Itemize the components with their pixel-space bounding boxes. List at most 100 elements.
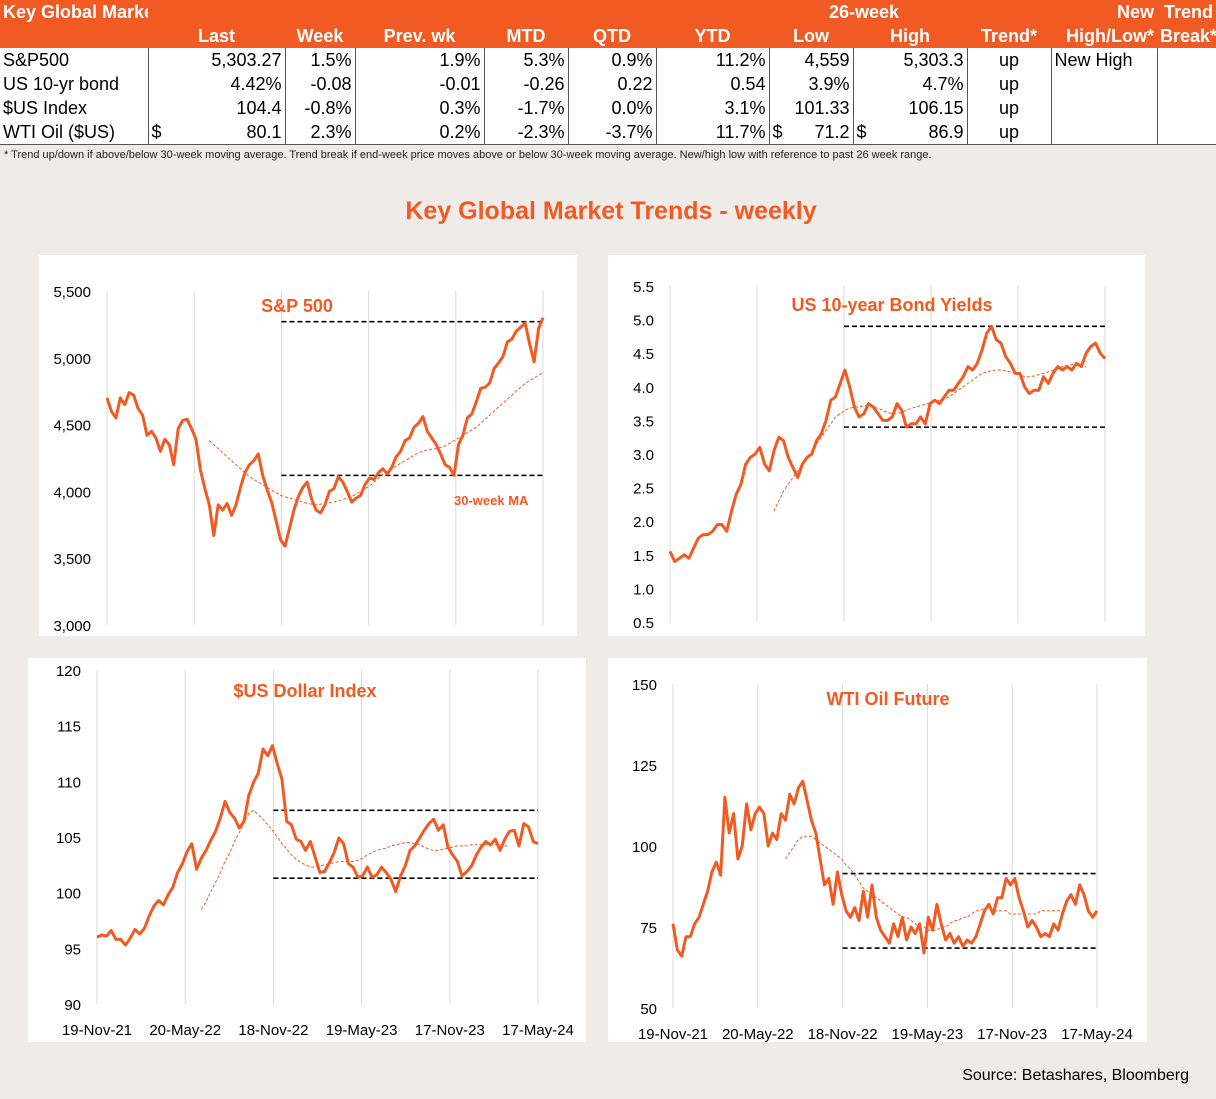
y-tick-label: 105 bbox=[56, 830, 81, 847]
header-trend: Trend bbox=[1157, 0, 1216, 24]
sp500-chart-panel: 3,000 3,500 4,000 4,500 5,000 5,500 S&P 500 30-… bbox=[39, 255, 577, 636]
row-name: WTI Oil ($US) bbox=[0, 120, 149, 145]
row-high: 4.7% bbox=[853, 72, 968, 96]
moving-average-line bbox=[200, 809, 510, 910]
y-tick-label: 4,500 bbox=[53, 418, 91, 435]
header-ytd: YTD bbox=[656, 24, 769, 48]
dollar-index-chart-panel: 90 95 100 105 110 115 120 19-Nov-21 20-May-22 18-… bbox=[28, 658, 586, 1042]
table-header-row-1: Key Global Markets 26-week New Trend bbox=[0, 0, 1216, 24]
y-tick-label: 2.5 bbox=[633, 481, 654, 498]
currency-sign: $ bbox=[856, 121, 867, 142]
row-qtd: 0.9% bbox=[568, 48, 657, 72]
y-tick-label: 4.0 bbox=[633, 380, 654, 397]
row-new-high-low bbox=[1051, 72, 1158, 96]
y-tick-label: 110 bbox=[57, 774, 81, 791]
y-tick-label: 120 bbox=[56, 663, 81, 680]
y-tick-label: 5.5 bbox=[633, 279, 654, 296]
row-week: 1.5% bbox=[285, 48, 356, 72]
header-prev-wk: Prev. wk bbox=[355, 24, 484, 48]
row-break bbox=[1157, 96, 1216, 120]
x-tick-label: 19-Nov-21 bbox=[62, 1022, 132, 1039]
header-low: Low bbox=[769, 24, 853, 48]
row-name: S&P500 bbox=[0, 48, 149, 72]
header-26-week: 26-week bbox=[769, 0, 967, 24]
row-ytd: 11.2% bbox=[656, 48, 770, 72]
y-tick-label: 5,000 bbox=[53, 351, 91, 368]
y-tick-label: 100 bbox=[56, 886, 81, 903]
footnote: * Trend up/down if above/below 30-week m… bbox=[4, 149, 932, 161]
y-tick-label: 5.0 bbox=[633, 313, 654, 330]
y-tick-label: 3,000 bbox=[53, 618, 91, 635]
x-tick-label: 17-Nov-23 bbox=[977, 1026, 1047, 1042]
bond-yield-chart-panel: 0.5 1.0 1.5 2.0 2.5 3.0 3.5 4.0 4.5 5.0 5.5 US 10-y… bbox=[608, 255, 1145, 636]
row-prev: 0.3% bbox=[355, 96, 485, 120]
row-high: 5,303.3 bbox=[853, 48, 968, 72]
row-qtd: 0.22 bbox=[568, 72, 657, 96]
row-low: $71.2 bbox=[769, 120, 854, 145]
x-tick-label: 20-May-22 bbox=[149, 1022, 221, 1039]
y-tick-label: 4.5 bbox=[633, 346, 654, 363]
row-qtd: 0.0% bbox=[568, 96, 657, 120]
moving-average-line bbox=[773, 364, 1087, 512]
table-title: Key Global Markets bbox=[0, 0, 148, 24]
x-tick-label: 18-Nov-22 bbox=[238, 1022, 308, 1039]
table-row: $US Index 104.4 -0.8% 0.3% -1.7% 0.0% 3.… bbox=[0, 96, 1216, 120]
y-tick-label: 95 bbox=[64, 941, 81, 958]
header-mtd: MTD bbox=[484, 24, 568, 48]
row-break bbox=[1157, 72, 1216, 96]
row-low: 3.9% bbox=[769, 72, 854, 96]
y-tick-label: 2.0 bbox=[633, 514, 654, 531]
row-new-high-low: New High bbox=[1051, 48, 1158, 72]
table-row: US 10-yr bond 4.42% -0.08 -0.01 -0.26 0.… bbox=[0, 72, 1216, 96]
header-trend-col: Trend* bbox=[967, 24, 1051, 48]
chart-title: US 10-year Bond Yields bbox=[791, 295, 992, 315]
row-trend: up bbox=[967, 96, 1052, 120]
x-tick-label: 17-Nov-23 bbox=[415, 1022, 485, 1039]
x-tick-label: 19-May-23 bbox=[892, 1026, 964, 1042]
moving-average-line bbox=[785, 835, 1067, 931]
row-name: $US Index bbox=[0, 96, 149, 120]
row-week: -0.08 bbox=[285, 72, 356, 96]
row-trend: up bbox=[967, 72, 1052, 96]
chart-title: $US Dollar Index bbox=[233, 681, 376, 701]
ma-annotation: 30-week MA bbox=[454, 493, 529, 508]
dollar-index-chart: 90 95 100 105 110 115 120 19-Nov-21 20-May-22 18-… bbox=[56, 663, 574, 1039]
row-last: 104.4 bbox=[148, 96, 286, 120]
price-line bbox=[105, 317, 545, 548]
y-tick-label: 125 bbox=[632, 758, 657, 775]
row-last: $80.1 bbox=[148, 120, 286, 145]
y-tick-label: 150 bbox=[632, 677, 657, 694]
oil-chart: 50 75 100 125 150 19-Nov-21 20-May-22 18-Nov-22… bbox=[632, 677, 1133, 1042]
price-line bbox=[671, 779, 1099, 958]
x-tick-label: 20-May-22 bbox=[722, 1026, 794, 1042]
table-header-row-2: Last Week Prev. wk MTD QTD YTD Low High … bbox=[0, 24, 1216, 48]
currency-sign: $ bbox=[772, 121, 783, 142]
row-high: 106.15 bbox=[853, 96, 968, 120]
x-tick-label: 19-May-23 bbox=[326, 1022, 398, 1039]
y-tick-label: 3.0 bbox=[633, 447, 654, 464]
price-line bbox=[668, 324, 1107, 563]
row-prev: 0.2% bbox=[355, 120, 485, 145]
header-high: High bbox=[853, 24, 967, 48]
row-week: -0.8% bbox=[285, 96, 356, 120]
row-prev: 1.9% bbox=[355, 48, 485, 72]
table-row: S&P500 5,303.27 1.5% 1.9% 5.3% 0.9% 11.2… bbox=[0, 48, 1216, 72]
y-tick-label: 75 bbox=[640, 920, 657, 937]
sp500-chart: 3,000 3,500 4,000 4,500 5,000 5,500 S&P 500 30-… bbox=[53, 284, 545, 635]
chart-title: S&P 500 bbox=[261, 296, 333, 316]
y-tick-label: 1.0 bbox=[633, 581, 654, 598]
y-tick-label: 0.5 bbox=[633, 615, 654, 632]
row-ytd: 0.54 bbox=[656, 72, 770, 96]
row-last: 4.42% bbox=[148, 72, 286, 96]
row-name: US 10-yr bond bbox=[0, 72, 149, 96]
row-mtd: -2.3% bbox=[484, 120, 569, 145]
oil-chart-panel: 50 75 100 125 150 19-Nov-21 20-May-22 18-Nov-22… bbox=[608, 658, 1147, 1042]
row-low: 4,559 bbox=[769, 48, 854, 72]
row-mtd: -1.7% bbox=[484, 96, 569, 120]
x-tick-label: 17-May-24 bbox=[1061, 1026, 1133, 1042]
row-ytd: 11.7% bbox=[656, 120, 770, 145]
source-note: Source: Betashares, Bloomberg bbox=[962, 1067, 1189, 1084]
price-line bbox=[96, 744, 539, 947]
row-new-high-low bbox=[1051, 96, 1158, 120]
row-break bbox=[1157, 48, 1216, 72]
